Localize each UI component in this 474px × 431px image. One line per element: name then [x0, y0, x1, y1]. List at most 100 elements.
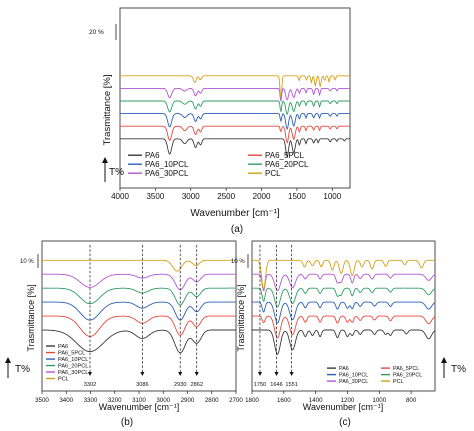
peak-label-1750: 1750	[254, 382, 266, 388]
trace-pa6-20pcl	[120, 100, 350, 116]
y-axis-label-c: Trasmittance [%]	[236, 284, 246, 351]
x-axis-label-c: Wavenumber [cm⁻¹]	[303, 402, 383, 412]
trace-pa6-20pcl	[252, 287, 436, 308]
trace-pa6-5pcl	[252, 315, 436, 339]
y-axis-label-b: Trasmittance [%]	[26, 284, 36, 351]
x-tick-label-3200: 3200	[108, 397, 122, 404]
x-ticks-c: 1800 1600 1400 1200 1000 800	[245, 391, 417, 404]
legend-a: PA6 PA6_5PCL PA6_10PCL PA6_20PCL PA6_30PCL PC…	[128, 151, 309, 178]
peak-markers-c: 1750 1646 1551	[254, 245, 298, 388]
scale-note-c: 10 %	[231, 259, 245, 265]
x-tick-label-3300: 3300	[84, 397, 98, 404]
legend-label-pa6-5pcl: PA6_5PCL	[58, 351, 85, 357]
trace-pa6	[120, 138, 350, 158]
x-tick-label-3100: 3100	[132, 397, 146, 404]
panel-a: 4000 3500 3000 2500 2000 1500 1000 20 % Trasmi…	[89, 7, 351, 235]
x-tick-label-1500: 1500	[288, 192, 306, 201]
t-arrowhead-a	[102, 157, 108, 163]
trace-pa6	[42, 329, 236, 354]
plot-frame-a	[119, 7, 351, 189]
x-axis-label-b: Wavenumber [cm⁻¹]	[99, 402, 179, 412]
legend-label-pa6-30pcl: PA6_30PCL	[339, 379, 368, 385]
legend-label-pa6-30pcl: PA6_30PCL	[145, 169, 189, 178]
t-arrowhead-b	[5, 357, 11, 363]
x-axis-label-a: Wavenumber [cm⁻¹]	[190, 208, 280, 219]
x-tick-label-3500: 3500	[146, 192, 164, 201]
trace-pa6-30pcl	[252, 273, 436, 292]
x-tick-label-1400: 1400	[309, 397, 323, 404]
x-tick-label-1000: 1000	[323, 192, 341, 201]
x-tick-label-1000: 1000	[372, 397, 386, 404]
x-tick-label-2900: 2900	[181, 397, 195, 404]
trace-pa6-10pcl	[252, 301, 436, 324]
scale-note-a: 20 %	[89, 29, 104, 36]
x-tick-label-1200: 1200	[341, 397, 355, 404]
trace-pa6-10pcl	[120, 113, 350, 131]
peak-label-3302: 3302	[84, 382, 96, 388]
legend-label-pcl: PCL	[58, 377, 69, 383]
trace-pcl	[120, 75, 351, 98]
x-tick-label-4000: 4000	[111, 192, 129, 201]
legend-label-pa6-30pcl: PA6_30PCL	[58, 370, 88, 376]
trace-pa6-10pcl	[42, 301, 236, 321]
traces-c	[252, 259, 436, 355]
peak-arrow-2862	[194, 372, 199, 376]
peak-arrow-1646	[274, 372, 279, 376]
traces-a	[120, 75, 351, 158]
peak-label-2930: 2930	[174, 382, 186, 388]
traces-b	[42, 259, 236, 354]
peak-label-1551: 1551	[285, 382, 297, 388]
legend-label-pa6-10pcl: PA6_10PCL	[145, 160, 189, 169]
peak-label-1646: 1646	[270, 382, 282, 388]
x-tick-label-1600: 1600	[277, 397, 291, 404]
legend-label-pcl: PCL	[393, 379, 404, 385]
peak-markers-b: 3302 3086 2930 2862	[84, 245, 203, 388]
legend-label-pa6-10pcl: PA6_10PCL	[58, 357, 88, 363]
legend-label-pa6-5pcl: PA6_5PCL	[265, 151, 305, 160]
t-arrowhead-c	[441, 357, 447, 363]
legend-label-pa6: PA6	[339, 366, 349, 372]
legend-label-pa6-10pcl: PA6_10PCL	[339, 373, 368, 379]
x-tick-label-2000: 2000	[253, 192, 271, 201]
x-ticks-a: 4000 3500 3000 2500 2000 1500 1000	[111, 188, 342, 201]
legend-c: PA6 PA6_5PCL PA6_10PCL PA6_20PCL PA6_30PCL PC…	[327, 366, 422, 385]
panel-c: 1750 1646 1551 1800 1600 1400 1200 1000 800 10 …	[231, 240, 466, 428]
legend-b: PA6PA6_5PCLPA6_10PCLPA6_20PCLPA6_30PCLPC…	[46, 344, 88, 383]
legend-label-pa6-5pcl: PA6_5PCL	[393, 366, 419, 372]
trace-pa6	[252, 329, 436, 355]
x-tick-label-3000: 3000	[156, 397, 170, 404]
peak-label-2862: 2862	[190, 382, 202, 388]
x-tick-label-2700: 2700	[229, 397, 243, 404]
legend-label-pcl: PCL	[265, 169, 281, 178]
scale-note-b: 10 %	[20, 259, 34, 265]
trace-pa6-30pcl	[42, 273, 236, 291]
x-ticks-b: 3500 3400 3300 3200 3100 3000 2900 2800 2700	[35, 391, 243, 404]
x-tick-label-3500: 3500	[35, 397, 49, 404]
x-tick-label-3000: 3000	[182, 192, 200, 201]
x-tick-label-1800: 1800	[245, 397, 259, 404]
x-tick-label-800: 800	[406, 397, 417, 404]
panel-label-b: (b)	[121, 417, 133, 428]
t-mark-a: T%	[109, 167, 124, 178]
t-mark-b: T%	[15, 364, 30, 375]
peak-arrow-3302	[88, 372, 93, 376]
panel-b: 3302 3086 2930 2862 3500 3400 3300 3200 3100 300…	[5, 240, 243, 428]
x-tick-label-2800: 2800	[205, 397, 219, 404]
t-mark-c: T%	[451, 364, 466, 375]
legend-label-pa6: PA6	[58, 344, 68, 350]
legend-label-pa6: PA6	[145, 151, 160, 160]
peak-arrow-2930	[178, 372, 183, 376]
trace-pa6-20pcl	[42, 287, 236, 306]
trace-pa6-5pcl	[42, 315, 236, 337]
x-tick-label-3400: 3400	[59, 397, 73, 404]
peak-arrow-3086	[140, 372, 145, 376]
legend-label-pa6-20pcl: PA6_20PCL	[58, 364, 88, 370]
trace-pa6-30pcl	[120, 87, 350, 102]
trace-pcl	[252, 259, 435, 290]
peak-label-3086: 3086	[136, 382, 148, 388]
peak-arrow-1551	[289, 372, 294, 376]
panel-label-c: (c)	[339, 417, 351, 428]
legend-label-pa6-20pcl: PA6_20PCL	[393, 373, 422, 379]
trace-pcl	[42, 259, 236, 272]
